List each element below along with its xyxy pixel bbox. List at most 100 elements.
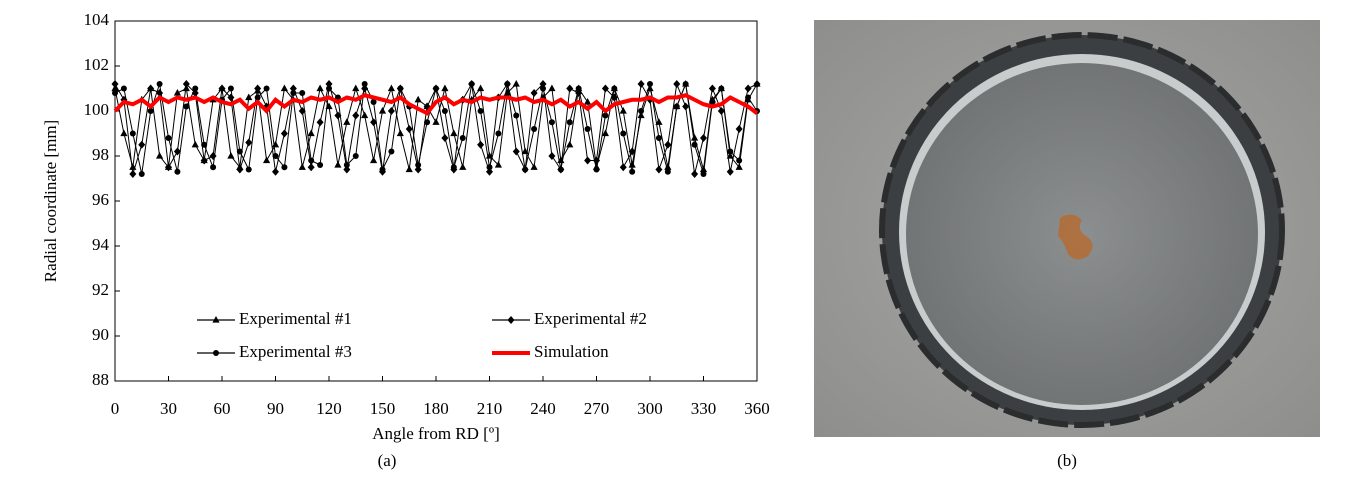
marker — [192, 85, 199, 92]
marker — [548, 152, 556, 160]
x-tick-label: 330 — [691, 399, 717, 418]
y-tick-label: 100 — [84, 100, 110, 119]
marker — [254, 94, 261, 101]
marker — [414, 95, 422, 103]
marker — [343, 165, 351, 174]
marker — [513, 112, 520, 119]
marker — [495, 130, 502, 137]
marker — [317, 162, 324, 168]
marker — [227, 152, 235, 159]
marker — [182, 80, 190, 88]
marker — [584, 156, 592, 165]
legend-label: Experimental #1 — [239, 309, 352, 328]
marker — [352, 111, 360, 120]
marker — [531, 126, 538, 132]
stain — [1058, 214, 1093, 260]
series — [111, 80, 761, 178]
x-tick-label: 150 — [370, 399, 396, 418]
marker — [334, 161, 342, 168]
marker — [209, 152, 217, 160]
marker — [308, 157, 315, 164]
marker — [405, 125, 413, 133]
marker — [477, 140, 485, 149]
marker — [718, 85, 725, 92]
marker — [691, 170, 699, 178]
marker — [129, 130, 136, 137]
marker — [415, 162, 422, 168]
x-tick-label: 240 — [530, 399, 556, 418]
y-tick-label: 90 — [92, 325, 109, 344]
marker — [593, 166, 600, 173]
marker — [165, 163, 172, 172]
marker — [655, 165, 663, 174]
caption: (b) — [1057, 451, 1077, 470]
marker — [736, 157, 743, 164]
marker — [245, 93, 253, 101]
marker — [370, 99, 377, 105]
marker — [405, 165, 413, 173]
marker — [155, 152, 164, 159]
marker — [700, 134, 707, 142]
y-tick-label: 94 — [92, 235, 110, 254]
marker — [298, 163, 306, 170]
marker — [638, 108, 645, 114]
marker — [601, 84, 609, 93]
marker — [316, 84, 324, 92]
series-line — [113, 93, 759, 116]
marker — [424, 119, 431, 126]
marker — [272, 153, 279, 159]
marker — [245, 138, 253, 147]
y-tick-label: 98 — [92, 145, 109, 164]
marker — [690, 134, 699, 141]
marker — [441, 84, 449, 92]
marker — [459, 135, 466, 141]
marker — [147, 84, 155, 93]
marker — [387, 84, 396, 92]
marker — [476, 84, 485, 92]
marker — [735, 125, 743, 133]
marker — [700, 171, 707, 177]
marker — [530, 89, 538, 97]
marker — [254, 84, 262, 93]
y-axis-title: Radial coordinate [mm] — [41, 120, 60, 282]
x-tick-label: 120 — [316, 399, 342, 418]
marker — [673, 80, 681, 88]
marker — [165, 135, 172, 141]
marker — [655, 118, 663, 125]
x-tick-label: 360 — [744, 399, 770, 418]
marker — [745, 94, 752, 101]
marker — [753, 80, 761, 88]
marker — [655, 135, 662, 141]
marker — [512, 147, 520, 156]
marker — [213, 350, 219, 356]
y-tick-label: 92 — [92, 280, 109, 299]
marker — [236, 165, 244, 174]
marker — [307, 129, 315, 137]
marker — [387, 107, 395, 115]
marker — [361, 81, 368, 87]
marker — [477, 108, 484, 114]
marker — [709, 99, 716, 105]
marker — [450, 164, 457, 171]
marker — [352, 153, 359, 159]
marker — [494, 161, 503, 168]
legend-label: Simulation — [534, 342, 609, 361]
x-tick-label: 270 — [584, 399, 610, 418]
marker — [727, 148, 734, 155]
marker — [664, 140, 672, 149]
marker — [343, 118, 351, 125]
marker — [396, 129, 404, 137]
marker — [637, 80, 645, 88]
x-tick-label: 90 — [267, 399, 284, 418]
y-tick-label: 104 — [84, 10, 110, 29]
y-tick-label: 88 — [92, 370, 109, 389]
x-tick-label: 180 — [423, 399, 449, 418]
marker — [673, 103, 680, 110]
marker — [507, 316, 515, 324]
x-tick-label: 30 — [160, 399, 177, 418]
legend-label: Experimental #2 — [534, 309, 647, 328]
marker — [566, 84, 574, 93]
marker — [129, 170, 137, 178]
marker — [138, 140, 146, 149]
